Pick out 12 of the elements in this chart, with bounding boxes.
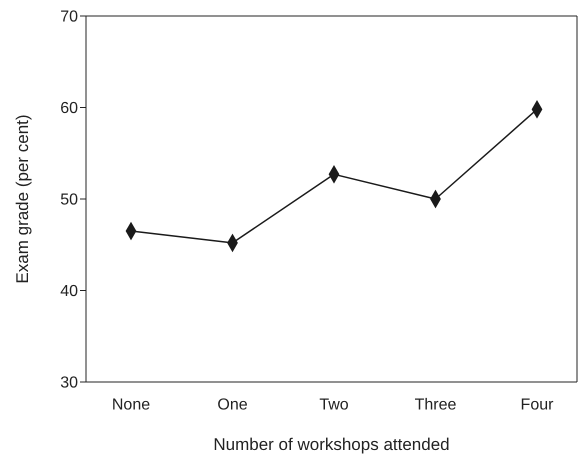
y-tick-label: 30 (60, 374, 78, 392)
y-axis-title: Exam grade (per cent) (13, 114, 32, 284)
x-tick-label: Three (414, 396, 456, 414)
x-tick-label: One (217, 396, 248, 414)
y-tick-label: 50 (60, 192, 78, 209)
y-tick-label: 60 (60, 100, 78, 118)
y-tick-label: 40 (60, 283, 78, 300)
x-tick-label: None (112, 396, 150, 414)
x-tick-label: Two (319, 396, 349, 414)
x-tick-label: Four (520, 396, 554, 414)
y-tick-label: 70 (60, 8, 78, 26)
x-axis-title: Number of workshops attended (213, 435, 450, 454)
